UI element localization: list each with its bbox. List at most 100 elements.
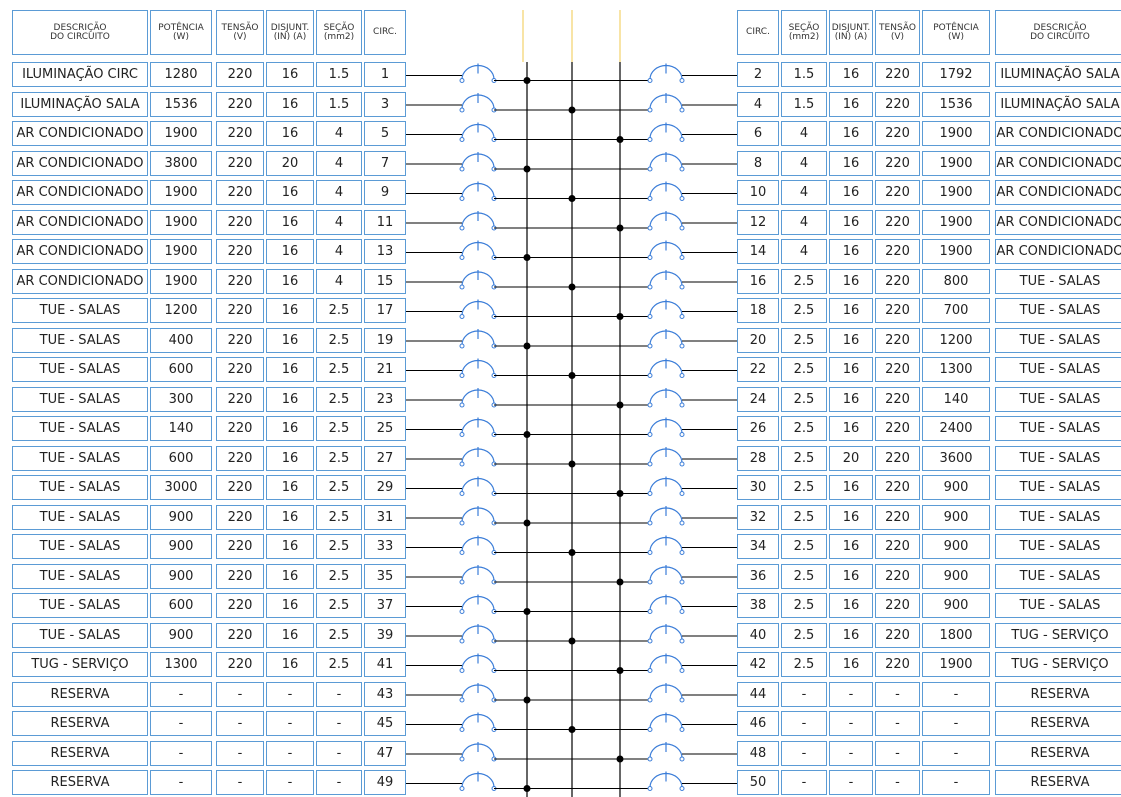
terminal xyxy=(647,609,653,614)
table-cell: 220 xyxy=(216,445,264,471)
table-cell: 4 xyxy=(781,121,827,146)
table-cell: 6 xyxy=(737,121,779,146)
table-cell: 2.5 xyxy=(316,593,362,618)
table-cell: 220 xyxy=(875,268,920,294)
table-cell: 2.5 xyxy=(781,652,827,677)
terminal xyxy=(679,137,685,142)
table-cell: 220 xyxy=(875,416,920,441)
table-cell: - xyxy=(150,740,212,766)
table-cell: 220 xyxy=(216,622,264,648)
terminal xyxy=(679,786,685,791)
table-cell: 220 xyxy=(216,268,264,294)
table-cell: 22 xyxy=(737,357,779,382)
table-cell: 40 xyxy=(737,622,779,648)
table-cell: - xyxy=(781,770,827,795)
table-cell: 220 xyxy=(216,209,264,235)
table-cell: - xyxy=(316,740,362,766)
table-cell: 220 xyxy=(216,652,264,677)
table-cell: 400 xyxy=(150,327,212,353)
table-cell: 4 xyxy=(316,239,362,264)
terminal xyxy=(459,697,465,703)
table-cell: 2.5 xyxy=(316,298,362,323)
table-cell: 2.5 xyxy=(781,386,827,412)
table-cell: 16 xyxy=(829,121,873,146)
table-cell: 220 xyxy=(216,504,264,530)
table-cell: 4 xyxy=(316,121,362,146)
table-cell: - xyxy=(216,711,264,736)
terminal xyxy=(459,609,465,614)
table-cell: 16 xyxy=(829,652,873,677)
column-header: SEÇÃO (mm2) xyxy=(781,10,827,55)
terminal xyxy=(679,491,685,496)
table-cell: 2 xyxy=(737,62,779,87)
table-cell: 1900 xyxy=(150,180,212,205)
terminal xyxy=(679,225,685,231)
table-cell: TUG - SERVIÇO xyxy=(995,622,1121,648)
table-cell: 16 xyxy=(829,622,873,648)
terminal xyxy=(679,756,685,762)
table-cell: 5 xyxy=(364,121,406,146)
table-cell: 220 xyxy=(875,475,920,500)
table-cell: - xyxy=(829,740,873,766)
table-cell: TUE - SALAS xyxy=(12,445,148,471)
table-cell: 16 xyxy=(829,239,873,264)
table-cell: TUE - SALAS xyxy=(995,563,1121,589)
table-cell: 16 xyxy=(829,593,873,618)
table-cell: 16 xyxy=(829,357,873,382)
table-cell: 220 xyxy=(875,622,920,648)
terminal xyxy=(647,520,653,526)
table-cell: 4 xyxy=(316,150,362,176)
table-cell: 16 xyxy=(266,416,314,441)
table-cell: 16 xyxy=(266,180,314,205)
table-cell: - xyxy=(216,770,264,795)
table-cell: RESERVA xyxy=(12,770,148,795)
table-cell: 37 xyxy=(364,593,406,618)
table-cell: 900 xyxy=(150,622,212,648)
table-cell: - xyxy=(266,740,314,766)
table-cell: TUG - SERVIÇO xyxy=(995,652,1121,677)
table-cell: 2.5 xyxy=(781,475,827,500)
bus-node xyxy=(616,578,624,586)
bus-node xyxy=(523,608,531,615)
table-cell: 14 xyxy=(737,239,779,264)
table-cell: - xyxy=(922,740,990,766)
table-cell: - xyxy=(875,770,920,795)
table-cell: 19 xyxy=(364,327,406,353)
table-cell: 11 xyxy=(364,209,406,235)
table-cell: AR CONDICIONADO xyxy=(995,239,1121,264)
terminal xyxy=(679,609,685,614)
table-cell: 220 xyxy=(875,445,920,471)
terminal xyxy=(679,432,685,437)
terminal xyxy=(679,166,685,172)
bus-node xyxy=(523,519,531,527)
table-cell: 2.5 xyxy=(781,357,827,382)
terminal xyxy=(647,373,653,378)
table-cell: 2.5 xyxy=(316,504,362,530)
table-cell: 12 xyxy=(737,209,779,235)
table-cell: 4 xyxy=(737,91,779,117)
table-cell: 16 xyxy=(266,386,314,412)
table-cell: - xyxy=(266,711,314,736)
bus-node xyxy=(616,755,624,763)
table-cell: 16 xyxy=(266,504,314,530)
terminal xyxy=(459,107,465,113)
table-cell: 140 xyxy=(150,416,212,441)
terminal xyxy=(459,520,465,526)
table-cell: - xyxy=(922,681,990,707)
table-cell: 47 xyxy=(364,740,406,766)
table-cell: - xyxy=(829,711,873,736)
table-cell: TUE - SALAS xyxy=(12,475,148,500)
table-cell: 2.5 xyxy=(781,445,827,471)
terminal xyxy=(647,78,653,83)
table-cell: 900 xyxy=(922,504,990,530)
terminal xyxy=(647,550,653,555)
terminal xyxy=(459,137,465,142)
table-cell: 2.5 xyxy=(316,563,362,589)
table-cell: 600 xyxy=(150,445,212,471)
table-cell: 48 xyxy=(737,740,779,766)
bus-node xyxy=(616,224,624,232)
terminal xyxy=(679,373,685,378)
table-cell: 16 xyxy=(266,622,314,648)
table-cell: - xyxy=(266,770,314,795)
bus-node xyxy=(616,490,624,497)
